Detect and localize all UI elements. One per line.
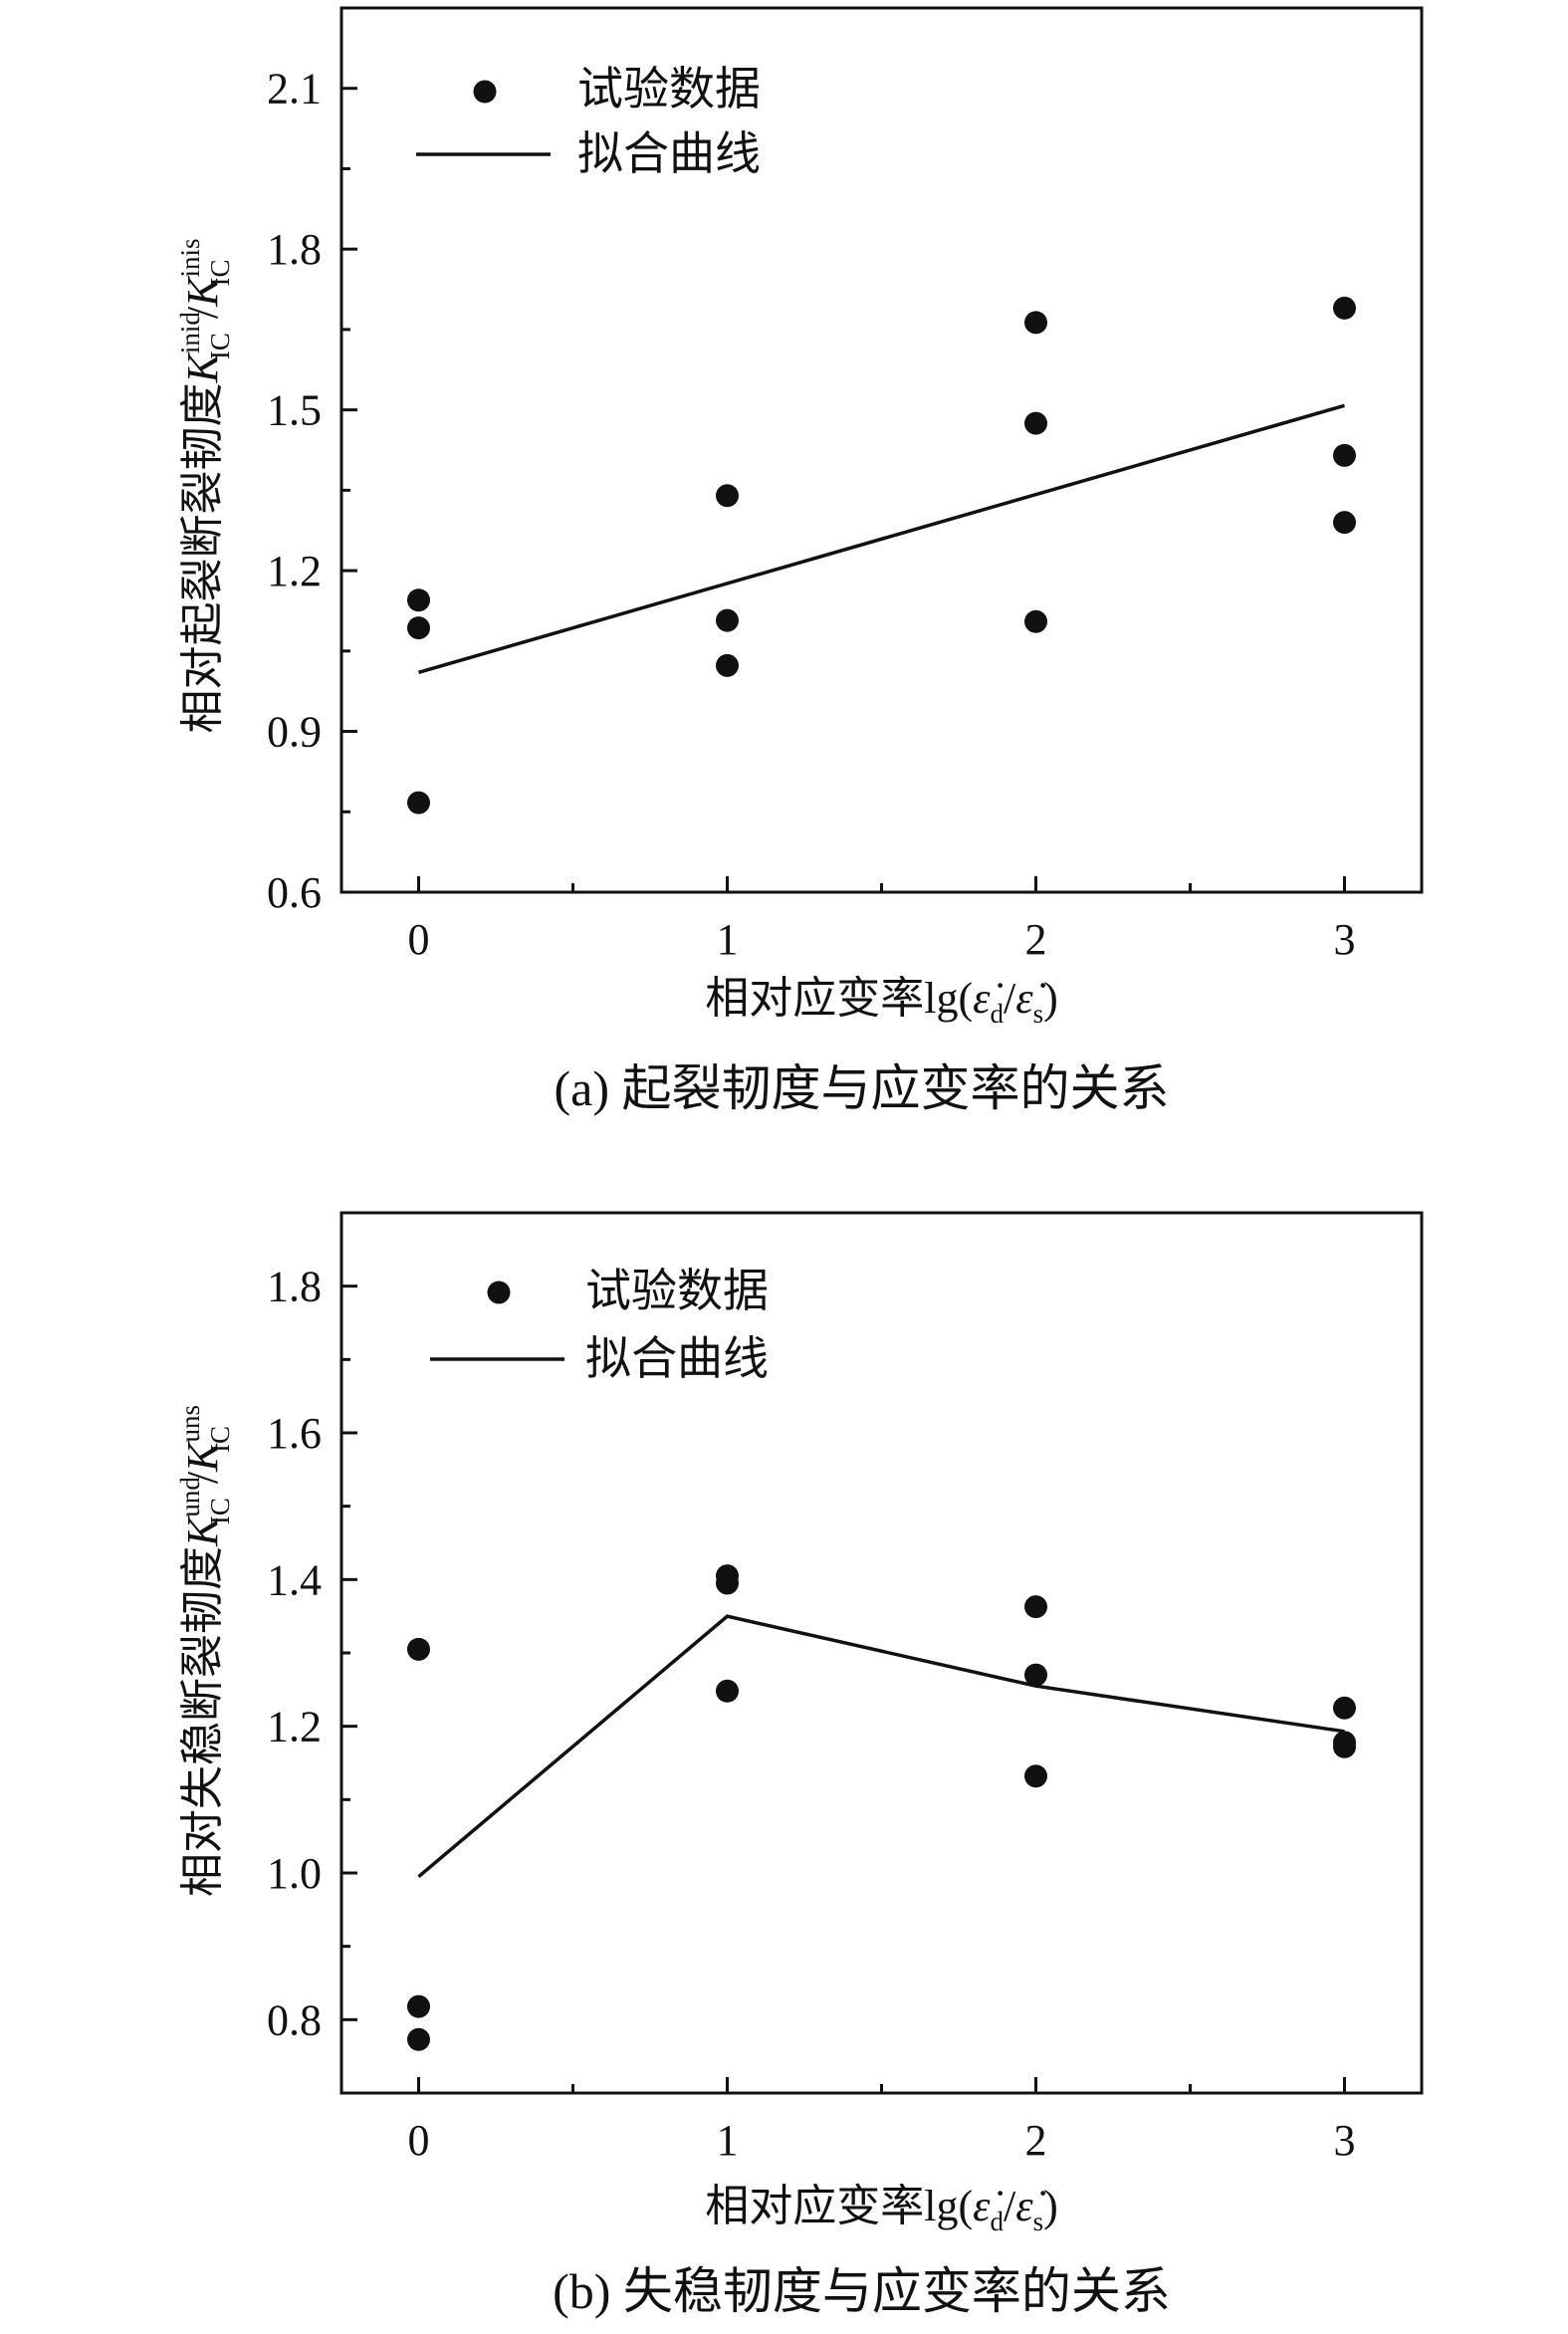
y-tick-label: 1.8	[267, 1263, 322, 1311]
data-point	[1333, 511, 1356, 535]
y-tick-label: 1.0	[267, 1849, 322, 1898]
legend-label-line: 拟合曲线	[577, 128, 761, 179]
figure-caption: (a) 起裂韧度与应变率的关系	[555, 1060, 1170, 1116]
plot-frame	[339, 1211, 1424, 2095]
data-point	[407, 616, 430, 640]
data-point	[407, 2027, 430, 2051]
x-tick-label: 1	[717, 2116, 739, 2165]
data-point	[716, 1679, 739, 1703]
data-point	[1333, 296, 1356, 320]
legend-label-line: 拟合曲线	[585, 1333, 769, 1384]
x-tick-label: 0	[408, 2116, 430, 2165]
data-point	[1333, 443, 1356, 467]
fit-line	[418, 403, 1345, 674]
data-point	[1024, 1764, 1047, 1788]
legend-marker-points	[473, 80, 497, 104]
x-tick-label: 3	[1334, 2116, 1356, 2165]
data-point	[716, 653, 739, 677]
data-point	[716, 608, 739, 632]
figure-caption: (b) 失稳韧度与应变率的关系	[553, 2263, 1171, 2319]
y-axis-label: 相对起裂断裂韧度KinidIC/KinisIC	[175, 239, 235, 734]
data-point	[1024, 311, 1047, 335]
plot-frame	[339, 6, 1424, 894]
y-tick-label: 1.4	[267, 1555, 322, 1604]
y-tick-label: 1.8	[267, 225, 322, 274]
x-axis-label: 相对应变率lg(ε̇d/ε̇s)	[705, 2182, 1057, 2236]
legend-label-points: 试验数据	[585, 1266, 769, 1316]
x-tick-label: 0	[408, 915, 430, 964]
data-point	[1024, 1663, 1047, 1687]
data-point	[407, 1637, 430, 1661]
data-point	[1024, 1595, 1047, 1619]
data-point	[407, 588, 430, 612]
chart-a: 0 1 2 3 0.6 0.9 1.2 1.5 1.8 2.1 试验数据拟合曲线相对起裂断裂韧度Ki…	[175, 6, 1424, 1116]
y-tick-label: 1.5	[267, 386, 322, 435]
y-axis-label: 相对失稳断裂韧度KundIC/KunsIC	[175, 1405, 235, 1897]
data-point	[716, 484, 739, 508]
y-tick-label: 1.2	[267, 1703, 322, 1751]
y-tick-label: 0.8	[267, 1995, 322, 2044]
y-tick-label: 1.2	[267, 547, 322, 595]
y-tick-label: 0.6	[267, 868, 322, 917]
legend-marker-points	[487, 1281, 511, 1304]
data-point	[1333, 1735, 1356, 1758]
data-point	[407, 791, 430, 815]
data-point	[716, 1571, 739, 1595]
y-tick-label: 0.9	[267, 708, 322, 757]
x-tick-label: 1	[717, 915, 739, 964]
y-tick-label: 1.6	[267, 1409, 322, 1458]
x-tick-label: 2	[1025, 915, 1047, 964]
data-point	[407, 1994, 430, 2018]
x-axis-label: 相对应变率lg(ε̇d/ε̇s)	[705, 974, 1057, 1029]
legend-label-points: 试验数据	[577, 64, 761, 115]
x-tick-label: 2	[1025, 2116, 1047, 2165]
data-point	[1333, 1696, 1356, 1720]
x-tick-label: 3	[1334, 915, 1356, 964]
chart-b: 0 1 2 3 0.8 1.0 1.2 1.4 1.6 1.8 试验数据拟合曲线相对失稳断裂韧度Ku…	[175, 1211, 1424, 2319]
data-point	[1024, 609, 1047, 633]
fit-line	[417, 1614, 1345, 1879]
data-point	[1024, 411, 1047, 435]
y-tick-label: 2.1	[267, 65, 322, 114]
